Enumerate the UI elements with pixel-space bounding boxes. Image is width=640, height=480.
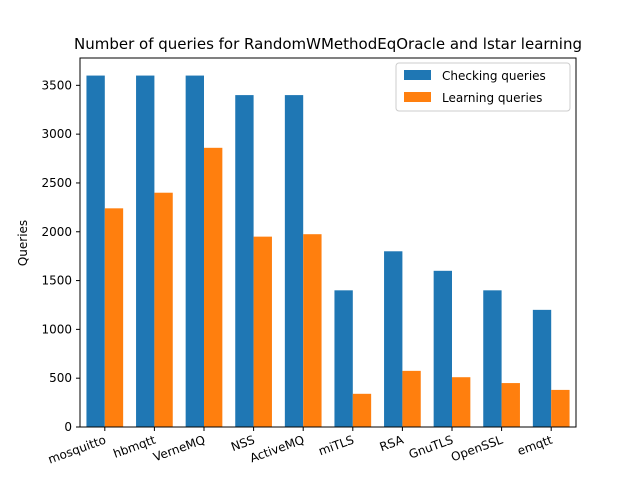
y-ticks: 0 500 1000 1500 2000 2500 3000 3500 [41, 78, 80, 434]
bar-checking-openssl [483, 290, 502, 427]
bar-checking-nss [235, 95, 254, 427]
x-tick-label-vernemq: VerneMQ [151, 433, 207, 465]
bar-checking-mosquitto [86, 75, 105, 427]
legend: Checking queries Learning queries [395, 62, 571, 112]
bars-group [86, 75, 570, 427]
y-tick-label: 1500 [41, 274, 72, 288]
bar-learning-hbmqtt [154, 192, 173, 427]
bar-learning-mosquitto [104, 208, 124, 427]
x-tick-label-activemq: ActiveMQ [248, 433, 306, 466]
bar-learning-rsa [402, 370, 421, 427]
bar-learning-vernemq [204, 147, 223, 427]
y-axis-label: Queries [16, 220, 30, 266]
plot-frame [79, 57, 577, 428]
y-tick-label: 3000 [41, 127, 72, 141]
bar-learning-emqtt [551, 389, 570, 427]
y-tick-label: 2500 [41, 176, 72, 190]
y-tick-label: 0 [64, 420, 72, 434]
bar-checking-mitls [334, 290, 353, 427]
bar-learning-mitls [352, 393, 372, 427]
y-tick-label: 2000 [41, 225, 72, 239]
x-tick-label-gnutls: GnuTLS [407, 433, 455, 462]
bar-checking-rsa [384, 251, 403, 427]
x-tick-label-mosquitto: mosquitto [46, 433, 108, 467]
bar-checking-emqtt [532, 309, 552, 427]
bar-learning-openssl [501, 383, 520, 427]
x-tick-label-hbmqtt: hbmqtt [111, 433, 157, 461]
legend-swatch-checking [404, 70, 431, 80]
legend-label-checking: Checking queries [442, 69, 546, 83]
x-tick-label-mitls: miTLS [317, 433, 356, 459]
legend-box [395, 62, 571, 112]
y-tick-label: 1000 [41, 322, 72, 336]
bar-checking-vernemq [185, 75, 204, 427]
chart-title: Number of queries for RandomWMethodEqOra… [74, 35, 582, 53]
x-tick-label-emqtt: emqtt [516, 433, 555, 459]
bar-checking-activemq [284, 95, 304, 427]
y-tick-label: 500 [49, 371, 72, 385]
x-tick-label-rsa: RSA [378, 432, 406, 454]
bar-checking-gnutls [433, 270, 452, 427]
legend-label-learning: Learning queries [442, 91, 542, 105]
y-tick-label: 3500 [41, 78, 72, 92]
bar-checking-hbmqtt [136, 75, 155, 427]
legend-swatch-learning [404, 92, 431, 102]
bar-learning-activemq [303, 234, 322, 427]
bar-learning-gnutls [452, 377, 471, 427]
bar-learning-nss [253, 236, 272, 427]
x-tick-label-openssl: OpenSSL [449, 433, 505, 465]
